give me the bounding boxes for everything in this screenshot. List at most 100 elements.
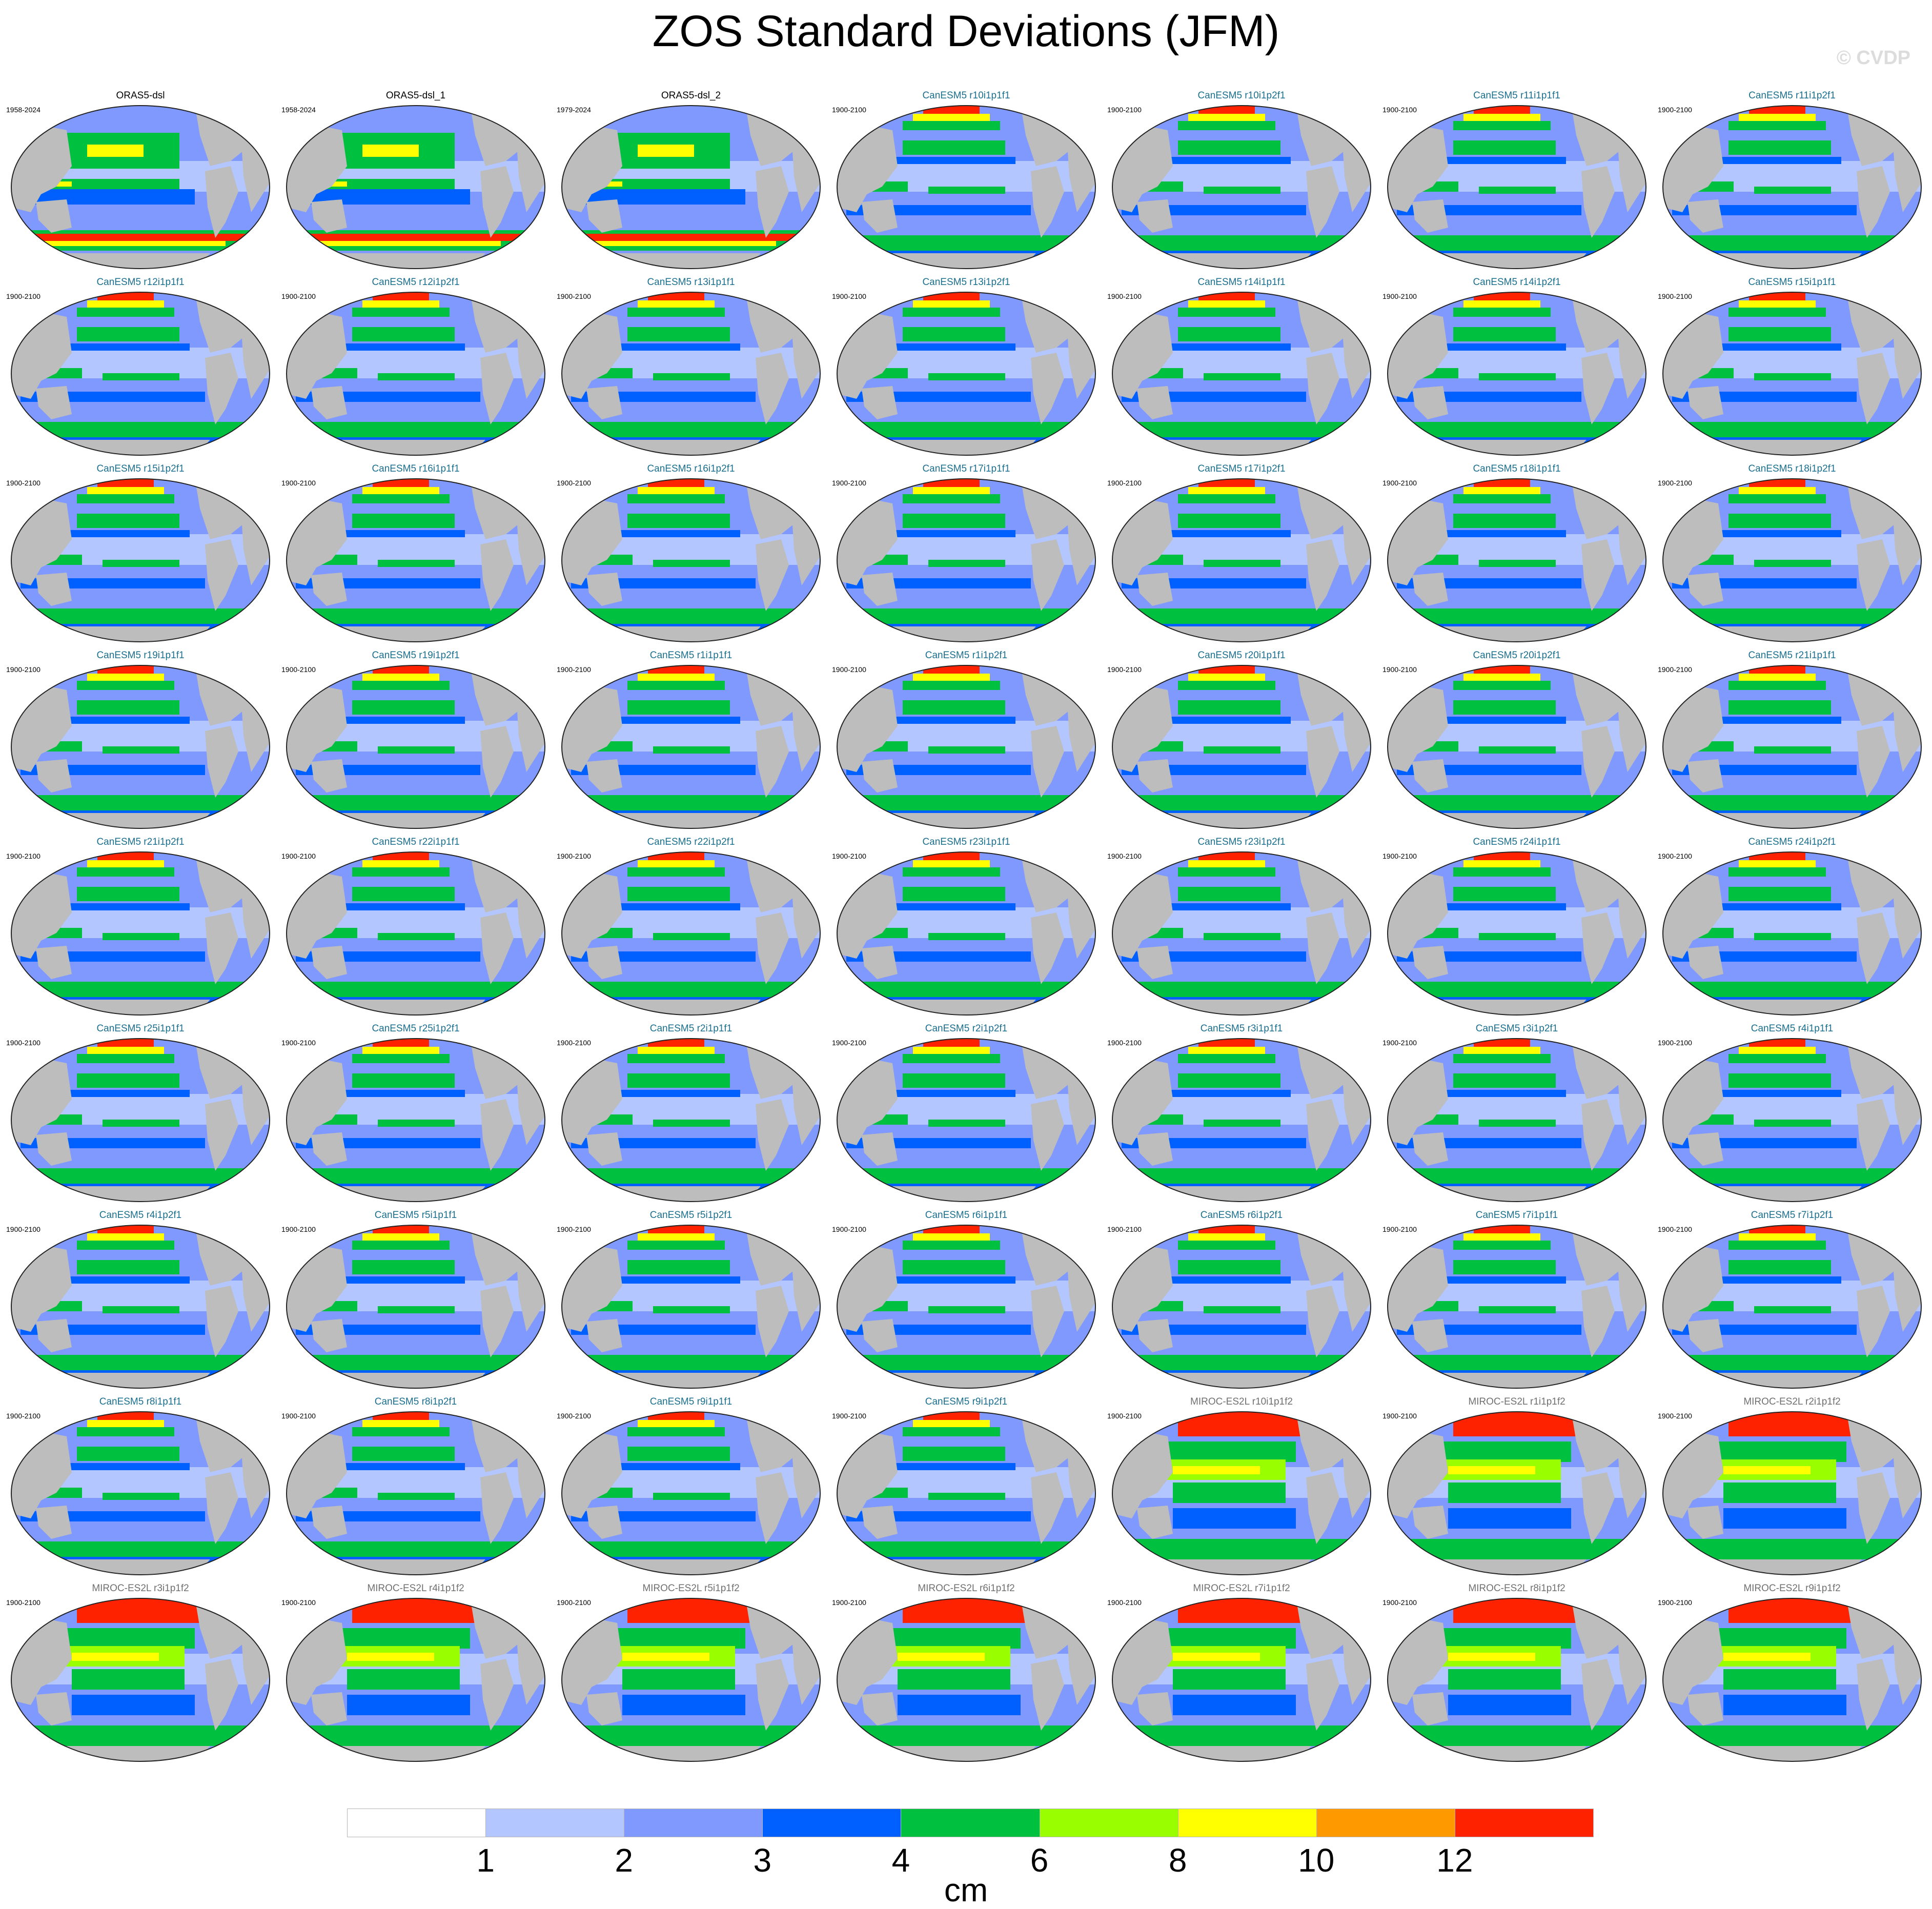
map-panel: MIROC-ES2L r7i1p1f2 1900-2100 xyxy=(1106,1583,1377,1771)
colorbar-label: 10 xyxy=(1298,1842,1335,1879)
panel-years: 1900-2100 xyxy=(1107,665,1142,674)
panel-years: 1900-2100 xyxy=(557,1598,591,1607)
panel-years: 1900-2100 xyxy=(832,479,866,487)
panel-years: 1900-2100 xyxy=(557,479,591,487)
colorbar-swatch xyxy=(1454,1809,1594,1837)
panel-years: 1900-2100 xyxy=(6,1598,40,1607)
panel-title: CanESM5 r21i1p1f1 xyxy=(1748,650,1836,661)
ocean-map xyxy=(1112,851,1371,1016)
panel-title: CanESM5 r15i1p1f1 xyxy=(1748,277,1836,288)
map-panel: ORAS5-dsl 1958-2024 xyxy=(5,90,276,278)
panel-years: 1900-2100 xyxy=(832,665,866,674)
ocean-map xyxy=(1662,851,1922,1016)
panel-years: 1900-2100 xyxy=(1382,1225,1417,1233)
panel-years: 1900-2100 xyxy=(832,1225,866,1233)
colorbar-swatch xyxy=(1039,1809,1178,1837)
ocean-map xyxy=(561,665,821,829)
panel-years: 1900-2100 xyxy=(1107,852,1142,860)
map-panel: CanESM5 r1i1p2f1 1900-2100 xyxy=(831,650,1102,838)
panel-years: 1900-2100 xyxy=(1382,1039,1417,1047)
ocean-map xyxy=(1387,1598,1646,1762)
ocean-map xyxy=(11,1038,270,1202)
ocean-map xyxy=(286,1598,545,1762)
panel-title: CanESM5 r6i1p1f1 xyxy=(925,1210,1008,1221)
ocean-map xyxy=(1387,851,1646,1016)
map-panel: CanESM5 r13i1p1f1 1900-2100 xyxy=(556,277,826,464)
map-panel: CanESM5 r24i1p2f1 1900-2100 xyxy=(1657,837,1927,1024)
panel-title: CanESM5 r21i1p2f1 xyxy=(96,837,185,847)
map-panel: CanESM5 r19i1p1f1 1900-2100 xyxy=(5,650,276,838)
panel-years: 1900-2100 xyxy=(1658,852,1692,860)
ocean-map xyxy=(11,665,270,829)
map-panel: CanESM5 r17i1p1f1 1900-2100 xyxy=(831,463,1102,651)
panel-title: CanESM5 r7i1p1f1 xyxy=(1475,1210,1558,1221)
map-panel: CanESM5 r5i1p2f1 1900-2100 xyxy=(556,1210,826,1397)
colorbar-label: 3 xyxy=(753,1842,772,1879)
ocean-map xyxy=(837,105,1096,269)
map-panel: CanESM5 r11i1p1f1 1900-2100 xyxy=(1381,90,1652,278)
map-panel: CanESM5 r18i1p1f1 1900-2100 xyxy=(1381,463,1652,651)
ocean-map xyxy=(837,851,1096,1016)
panel-years: 1900-2100 xyxy=(557,292,591,300)
panel-years: 1900-2100 xyxy=(1107,1225,1142,1233)
panel-title: CanESM5 r13i1p1f1 xyxy=(647,277,735,288)
panel-title: CanESM5 r8i1p2f1 xyxy=(374,1396,457,1407)
map-panel: CanESM5 r17i1p2f1 1900-2100 xyxy=(1106,463,1377,651)
ocean-map xyxy=(286,105,545,269)
ocean-map xyxy=(1387,1411,1646,1575)
panel-title: CanESM5 r17i1p2f1 xyxy=(1197,463,1286,474)
panel-title: CanESM5 r3i1p1f1 xyxy=(1200,1023,1283,1034)
ocean-map xyxy=(11,851,270,1016)
panel-title: CanESM5 r22i1p1f1 xyxy=(372,837,460,847)
panel-title: CanESM5 r23i1p1f1 xyxy=(922,837,1010,847)
ocean-map xyxy=(1112,1038,1371,1202)
ocean-map xyxy=(1662,478,1922,642)
map-panel: CanESM5 r6i1p2f1 1900-2100 xyxy=(1106,1210,1377,1397)
map-panel: MIROC-ES2L r5i1p1f2 1900-2100 xyxy=(556,1583,826,1771)
panel-title: CanESM5 r4i1p2f1 xyxy=(99,1210,182,1221)
panel-title: CanESM5 r25i1p2f1 xyxy=(372,1023,460,1034)
panel-title: MIROC-ES2L r6i1p1f2 xyxy=(918,1583,1015,1594)
panel-years: 1900-2100 xyxy=(1382,292,1417,300)
map-panel: CanESM5 r4i1p2f1 1900-2100 xyxy=(5,1210,276,1397)
panel-title: CanESM5 r24i1p2f1 xyxy=(1748,837,1836,847)
panel-title: CanESM5 r9i1p2f1 xyxy=(925,1396,1008,1407)
ocean-map xyxy=(1662,665,1922,829)
panel-title: CanESM5 r20i1p2f1 xyxy=(1473,650,1561,661)
panel-years: 1900-2100 xyxy=(1107,1412,1142,1420)
ocean-map xyxy=(1387,478,1646,642)
map-panel: CanESM5 r9i1p2f1 1900-2100 xyxy=(831,1396,1102,1584)
panel-years: 1900-2100 xyxy=(281,1412,316,1420)
page-title: ZOS Standard Deviations (JFM) xyxy=(652,7,1280,56)
colorbar-swatch xyxy=(1177,1809,1317,1837)
map-panel: CanESM5 r18i1p2f1 1900-2100 xyxy=(1657,463,1927,651)
panel-title: MIROC-ES2L r2i1p1f2 xyxy=(1743,1396,1841,1407)
ocean-map xyxy=(1387,292,1646,456)
colorbar-label: 12 xyxy=(1436,1842,1473,1879)
panel-title: CanESM5 r24i1p1f1 xyxy=(1473,837,1561,847)
panel-title: CanESM5 r18i1p2f1 xyxy=(1748,463,1836,474)
ocean-map xyxy=(286,292,545,456)
map-panel: CanESM5 r13i1p2f1 1900-2100 xyxy=(831,277,1102,464)
map-panel: CanESM5 r14i1p2f1 1900-2100 xyxy=(1381,277,1652,464)
panel-years: 1900-2100 xyxy=(1382,852,1417,860)
watermark: © CVDP xyxy=(1836,47,1910,69)
colorbar-swatch xyxy=(1316,1809,1455,1837)
panel-title: CanESM5 r5i1p1f1 xyxy=(374,1210,457,1221)
ocean-map xyxy=(286,1225,545,1389)
map-panel: CanESM5 r23i1p1f1 1900-2100 xyxy=(831,837,1102,1024)
panel-title: CanESM5 r17i1p1f1 xyxy=(922,463,1010,474)
colorbar-label: 8 xyxy=(1168,1842,1187,1879)
colorbar-label: 2 xyxy=(615,1842,634,1879)
panel-title: MIROC-ES2L r1i1p1f2 xyxy=(1468,1396,1565,1407)
map-panel: CanESM5 r22i1p2f1 1900-2100 xyxy=(556,837,826,1024)
ocean-map xyxy=(1662,1225,1922,1389)
ocean-map xyxy=(1662,1411,1922,1575)
ocean-map xyxy=(1112,105,1371,269)
panel-title: CanESM5 r10i1p2f1 xyxy=(1197,90,1286,101)
ocean-map xyxy=(11,1411,270,1575)
map-panel: CanESM5 r21i1p2f1 1900-2100 xyxy=(5,837,276,1024)
ocean-map xyxy=(286,478,545,642)
ocean-map xyxy=(561,1038,821,1202)
ocean-map xyxy=(286,1038,545,1202)
